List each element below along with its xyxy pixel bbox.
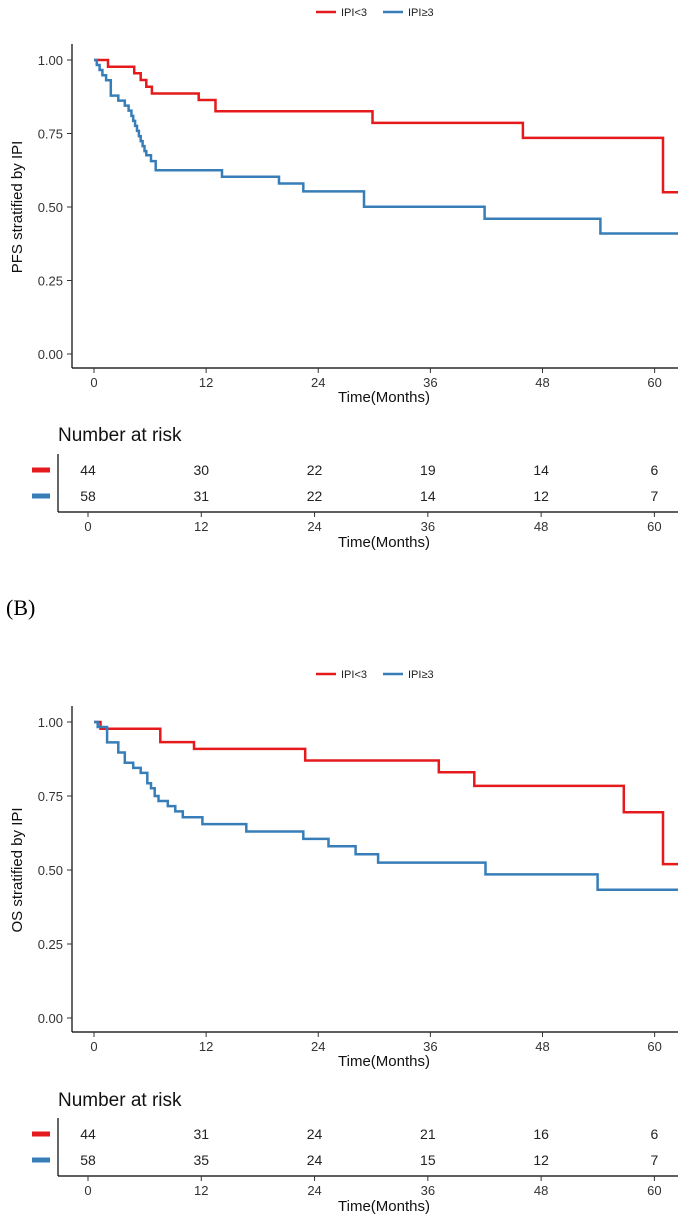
y-tick-label: 0.00 <box>38 1011 63 1026</box>
risk-x-tick-label: 48 <box>534 1183 548 1198</box>
risk-table-cell: 14 <box>533 462 549 478</box>
risk-table-cell: 12 <box>533 488 549 504</box>
risk-x-tick-label: 24 <box>307 1183 321 1198</box>
x-tick-label: 12 <box>199 1039 213 1054</box>
risk-table-cell: 58 <box>80 488 96 504</box>
x-tick-label: 48 <box>535 375 549 390</box>
panel-b-label: (B) <box>6 595 36 620</box>
km-chart-a: IPI<3 IPI≥3 0.00 0.25 0.50 0.75 1.00 0 12 24 36 48 6… <box>9 7 678 551</box>
x-tick-label: 60 <box>647 375 661 390</box>
risk-x-axis-title: Time(Months) <box>338 534 430 551</box>
y-tick-label: 0.50 <box>38 863 63 878</box>
risk-x-tick-label: 60 <box>647 519 661 534</box>
risk-table-title: Number at risk <box>58 1090 182 1111</box>
risk-table-cell: 44 <box>80 462 96 478</box>
x-tick-label: 36 <box>423 375 437 390</box>
survival-curve <box>94 58 678 194</box>
risk-x-tick-label: 60 <box>647 1183 661 1198</box>
risk-x-tick-label: 36 <box>421 1183 435 1198</box>
x-axis-title: Time(Months) <box>338 1053 430 1070</box>
x-tick-label: 48 <box>535 1039 549 1054</box>
risk-table-cell: 6 <box>651 1126 659 1142</box>
legend-label: IPI<3 <box>341 669 367 681</box>
y-tick-label: 0.25 <box>38 937 63 952</box>
risk-table-cell: 21 <box>420 1126 436 1142</box>
risk-table-title: Number at risk <box>58 425 182 446</box>
survival-curve <box>94 58 678 235</box>
legend-label: IPI≥3 <box>408 7 434 19</box>
y-axis-title: PFS stratified by IPI <box>9 141 26 274</box>
survival-curve <box>94 720 678 866</box>
risk-table-cell: 24 <box>307 1126 323 1142</box>
risk-table-cell: 30 <box>193 462 209 478</box>
risk-table-cell: 24 <box>307 1152 323 1168</box>
x-axis-title: Time(Months) <box>338 389 430 406</box>
y-tick-label: 1.00 <box>38 53 63 68</box>
legend-label: IPI≥3 <box>408 669 434 681</box>
risk-table-cell: 16 <box>533 1126 549 1142</box>
risk-table-cell: 12 <box>533 1152 549 1168</box>
risk-x-tick-label: 36 <box>421 519 435 534</box>
risk-x-tick-label: 12 <box>194 1183 208 1198</box>
x-tick-label: 24 <box>311 375 325 390</box>
y-tick-label: 0.00 <box>38 347 63 362</box>
risk-table-cell: 6 <box>651 462 659 478</box>
risk-table-cell: 15 <box>420 1152 436 1168</box>
risk-table-cell: 19 <box>420 462 436 478</box>
legend: IPI<3 IPI≥3 <box>316 7 434 19</box>
risk-x-tick-label: 0 <box>84 519 91 534</box>
risk-x-tick-label: 0 <box>84 1183 91 1198</box>
x-tick-label: 36 <box>423 1039 437 1054</box>
risk-x-tick-label: 24 <box>307 519 321 534</box>
survival-curve <box>94 720 678 892</box>
risk-table-cell: 7 <box>651 488 659 504</box>
y-tick-label: 0.25 <box>38 274 63 289</box>
x-tick-label: 60 <box>647 1039 661 1054</box>
x-tick-label: 24 <box>311 1039 325 1054</box>
risk-x-tick-label: 12 <box>194 519 208 534</box>
x-tick-label: 0 <box>90 1039 97 1054</box>
risk-x-tick-label: 48 <box>534 519 548 534</box>
risk-table-cell: 44 <box>80 1126 96 1142</box>
x-tick-label: 0 <box>90 375 97 390</box>
y-axis-title: OS stratified by IPI <box>9 807 26 932</box>
risk-table-cell: 31 <box>193 1126 209 1142</box>
risk-table-cell: 22 <box>307 488 323 504</box>
risk-table-cell: 35 <box>193 1152 209 1168</box>
risk-table-cell: 7 <box>651 1152 659 1168</box>
x-tick-label: 12 <box>199 375 213 390</box>
risk-table-cell: 14 <box>420 488 436 504</box>
risk-table-cell: 22 <box>307 462 323 478</box>
y-tick-label: 1.00 <box>38 715 63 730</box>
y-tick-label: 0.75 <box>38 127 63 142</box>
y-tick-label: 0.50 <box>38 200 63 215</box>
risk-table-cell: 31 <box>193 488 209 504</box>
y-tick-label: 0.75 <box>38 789 63 804</box>
risk-x-axis-title: Time(Months) <box>338 1198 430 1215</box>
legend-label: IPI<3 <box>341 7 367 19</box>
km-chart-b: IPI<3 IPI≥3 0.00 0.25 0.50 0.75 1.00 0 12 24 36 48 6… <box>9 669 678 1215</box>
legend: IPI<3 IPI≥3 <box>316 669 434 681</box>
risk-table-cell: 58 <box>80 1152 96 1168</box>
